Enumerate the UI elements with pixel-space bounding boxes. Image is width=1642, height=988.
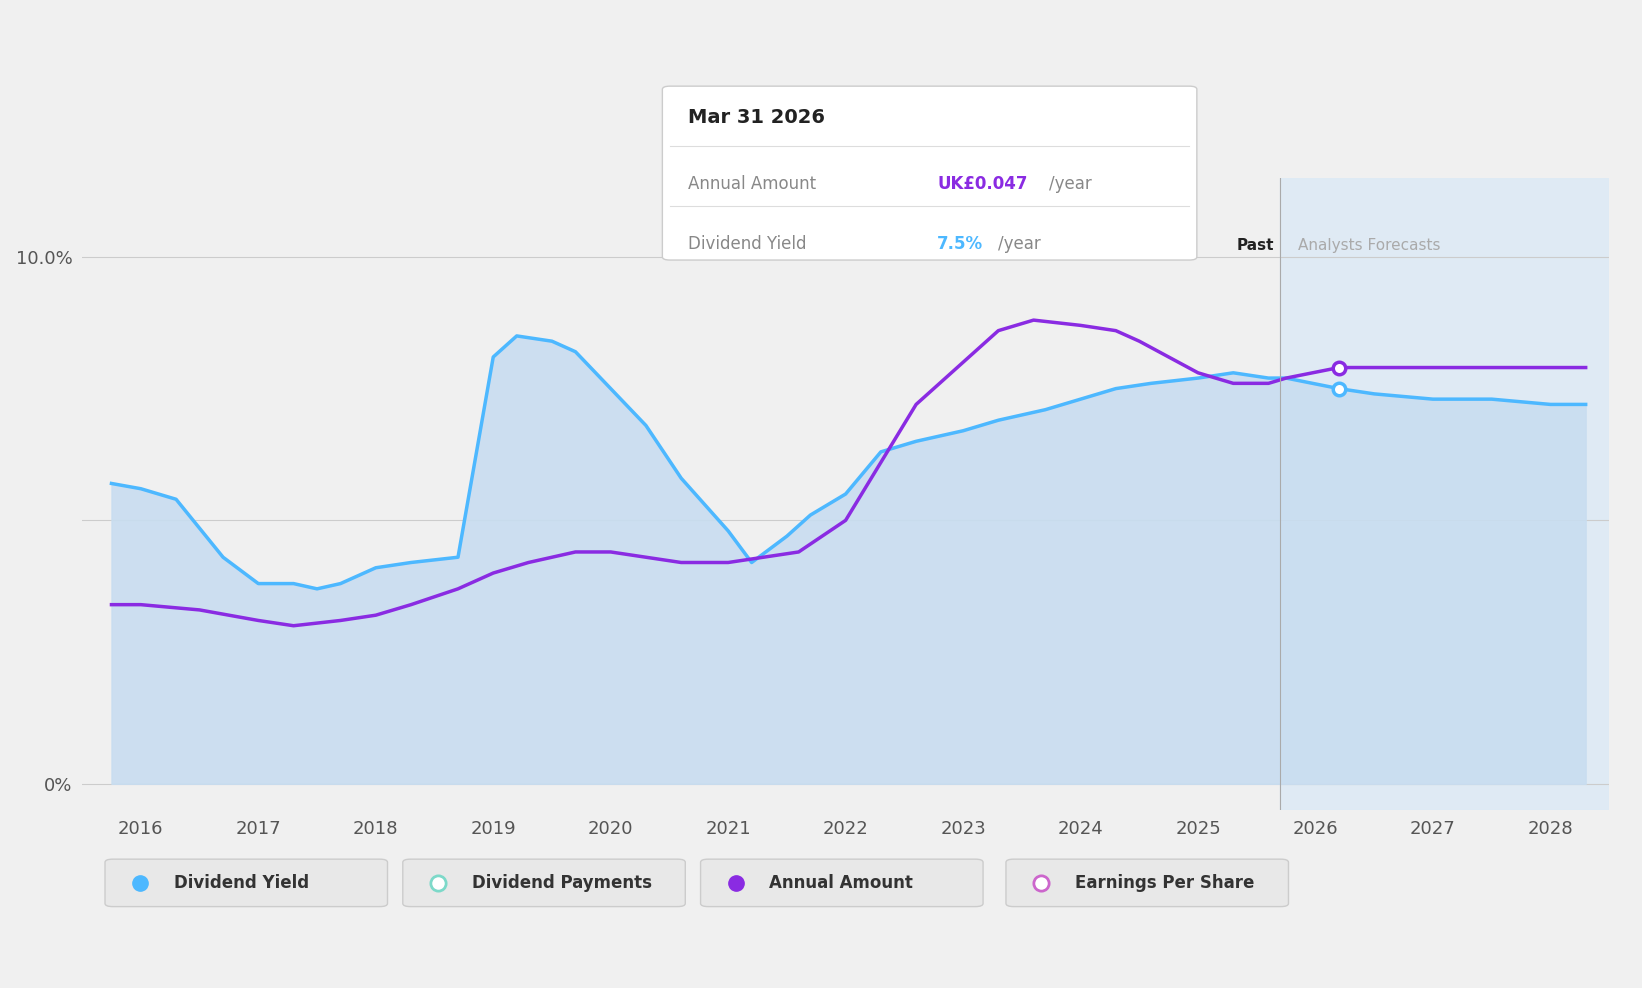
FancyBboxPatch shape <box>402 860 685 907</box>
Text: 7.5%: 7.5% <box>938 235 984 253</box>
Text: Earnings Per Share: Earnings Per Share <box>1074 873 1254 892</box>
Text: UK£0.047: UK£0.047 <box>938 175 1028 193</box>
FancyBboxPatch shape <box>1007 860 1289 907</box>
Text: Mar 31 2026: Mar 31 2026 <box>688 109 826 127</box>
Text: Dividend Payments: Dividend Payments <box>471 873 652 892</box>
FancyBboxPatch shape <box>662 86 1197 260</box>
Text: Annual Amount: Annual Amount <box>768 873 913 892</box>
Text: Annual Amount: Annual Amount <box>688 175 816 193</box>
Text: Past: Past <box>1236 238 1274 253</box>
Text: /year: /year <box>998 235 1041 253</box>
FancyBboxPatch shape <box>701 860 984 907</box>
Text: Analysts Forecasts: Analysts Forecasts <box>1297 238 1440 253</box>
Text: Dividend Yield: Dividend Yield <box>174 873 309 892</box>
Bar <box>1281 178 1609 810</box>
FancyBboxPatch shape <box>105 860 388 907</box>
Text: Dividend Yield: Dividend Yield <box>688 235 806 253</box>
Text: /year: /year <box>1049 175 1092 193</box>
